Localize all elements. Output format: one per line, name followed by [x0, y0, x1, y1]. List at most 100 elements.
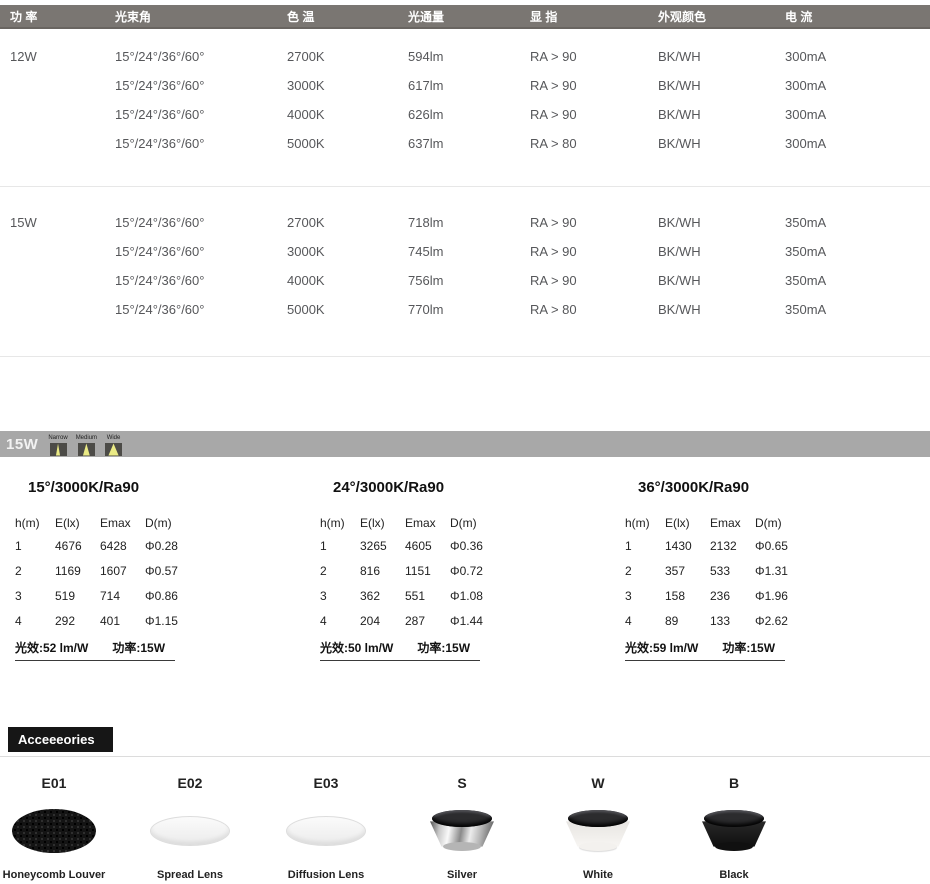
table-row: 15°/24°/36°/60° 5000K 637lm RA > 80 BK/W… [0, 129, 930, 158]
cell-current: 300mA [785, 136, 827, 151]
cell-cct: 4000K [287, 107, 325, 122]
column-header-cct: 色 温 [287, 9, 315, 24]
col-emax: Emax [405, 516, 436, 530]
efficacy-value: 光效:59 lm/W [625, 641, 699, 655]
power-value: 功率:15W [417, 641, 471, 655]
cell-flux: 770lm [408, 302, 444, 317]
photometric-table-title: 15°/3000K/Ra90 [28, 479, 140, 496]
black-reflector-image [701, 793, 767, 869]
efficacy-value: 光效:50 lm/W [320, 641, 394, 655]
accessory-item-s: S Silver [394, 763, 530, 881]
table-row: 15°/24°/36°/60° 3000K 617lm RA > 90 BK/W… [0, 71, 930, 100]
table-row: 15W 15°/24°/36°/60° 2700K 718lm RA > 90 … [0, 208, 930, 237]
table-row: 1 4676 6428 Φ0.28 [15, 538, 178, 553]
diffusion-lens-image [286, 793, 366, 869]
col-elx: E(lx) [55, 516, 80, 530]
cell-flux: 745lm [408, 244, 444, 259]
accessory-label: Black [719, 869, 749, 881]
photometric-table-24deg: 24°/3000K/Ra90 h(m) E(lx) Emax D(m) 1 32… [320, 471, 625, 661]
spec-group-12w: 12W 15°/24°/36°/60° 2700K 594lm RA > 90 … [0, 29, 930, 158]
cell-cct: 5000K [287, 136, 325, 151]
accessory-code: E02 [177, 775, 203, 791]
cell-flux: 637lm [408, 136, 444, 151]
cell-beam-angle: 15°/24°/36°/60° [115, 273, 205, 288]
col-elx: E(lx) [665, 516, 690, 530]
section-divider [0, 756, 930, 757]
beam-group-medium: Medium [76, 435, 97, 456]
accessory-code: S [457, 775, 467, 791]
beam-icons: Narrow Medium Wide [48, 434, 123, 456]
cell-finish: BK/WH [658, 273, 701, 288]
silver-reflector-image [429, 793, 495, 869]
honeycomb-louver-image [12, 793, 96, 869]
accessory-label: Diffusion Lens [287, 869, 365, 881]
accessory-item-e01: E01 Honeycomb Louver [0, 763, 122, 881]
column-header-power: 功 率 [10, 9, 38, 24]
col-h: h(m) [15, 516, 40, 530]
cell-cri: RA > 90 [530, 78, 577, 93]
white-reflector-image [565, 793, 631, 869]
column-header-finish: 外观颜色 [658, 9, 707, 24]
cell-finish: BK/WH [658, 107, 701, 122]
cell-cct: 2700K [287, 49, 325, 64]
cell-beam-angle: 15°/24°/36°/60° [115, 136, 205, 151]
accessory-label: White [583, 869, 613, 881]
power-value: 功率:15W [722, 641, 776, 655]
cell-cri: RA > 80 [530, 302, 577, 317]
cell-current: 350mA [785, 273, 827, 288]
cell-power: 15W [10, 215, 37, 230]
beam-label-medium: Medium [75, 434, 98, 441]
cell-cri: RA > 90 [530, 215, 577, 230]
table-row: 4 204 287 Φ1.44 [320, 613, 483, 628]
photometric-table-header: h(m) E(lx) Emax D(m) [625, 513, 930, 533]
col-d: D(m) [450, 516, 477, 530]
cell-beam-angle: 15°/24°/36°/60° [115, 244, 205, 259]
table-row: 3 519 714 Φ0.86 [15, 588, 178, 603]
medium-beam-icon [77, 442, 95, 456]
cell-flux: 756lm [408, 273, 444, 288]
cell-finish: BK/WH [658, 49, 701, 64]
table-row: 2 357 533 Φ1.31 [625, 563, 788, 578]
photometric-table-15deg: 15°/3000K/Ra90 h(m) E(lx) Emax D(m) 1 46… [15, 471, 320, 661]
beam-group-wide: Wide [105, 435, 123, 456]
table-row: 12W 15°/24°/36°/60° 2700K 594lm RA > 90 … [0, 42, 930, 71]
table-row: 15°/24°/36°/60° 3000K 745lm RA > 90 BK/W… [0, 237, 930, 266]
table-row: 15°/24°/36°/60° 4000K 756lm RA > 90 BK/W… [0, 266, 930, 295]
cell-cri: RA > 90 [530, 49, 577, 64]
cell-finish: BK/WH [658, 136, 701, 151]
col-d: D(m) [145, 516, 172, 530]
cell-cct: 2700K [287, 215, 325, 230]
cell-finish: BK/WH [658, 215, 701, 230]
cell-flux: 718lm [408, 215, 444, 230]
beam-group-narrow: Narrow [48, 434, 68, 456]
table-row: 15°/24°/36°/60° 5000K 770lm RA > 80 BK/W… [0, 295, 930, 324]
table-row: 2 1169 1607 Φ0.57 [15, 563, 178, 578]
accessory-code: E01 [41, 775, 67, 791]
table-row: 3 158 236 Φ1.96 [625, 588, 788, 603]
cell-current: 300mA [785, 78, 827, 93]
cell-beam-angle: 15°/24°/36°/60° [115, 107, 205, 122]
cell-flux: 617lm [408, 78, 444, 93]
col-d: D(m) [755, 516, 782, 530]
col-emax: Emax [100, 516, 131, 530]
table-row: 4 89 133 Φ2.62 [625, 613, 788, 628]
narrow-beam-icon [49, 442, 67, 456]
photometric-table-header: h(m) E(lx) Emax D(m) [320, 513, 625, 533]
cell-cri: RA > 90 [530, 244, 577, 259]
column-header-flux: 光通量 [408, 9, 445, 24]
table-row: 2 816 1151 Φ0.72 [320, 563, 483, 578]
section-divider [0, 356, 930, 357]
beam-label-narrow: Narrow [48, 434, 68, 441]
col-h: h(m) [320, 516, 345, 530]
col-emax: Emax [710, 516, 741, 530]
accessory-item-e03: E03 Diffusion Lens [258, 763, 394, 881]
cell-finish: BK/WH [658, 244, 701, 259]
cell-cct: 5000K [287, 302, 325, 317]
column-header-cri: 显 指 [530, 9, 558, 24]
photometric-tables: 15°/3000K/Ra90 h(m) E(lx) Emax D(m) 1 46… [0, 471, 930, 661]
cell-current: 350mA [785, 215, 827, 230]
accessories-section: Acceeeories E01 Honeycomb Louver E02 Spr… [0, 727, 930, 881]
accessories-grid: E01 Honeycomb Louver E02 Spread Lens E03… [0, 763, 930, 881]
cell-current: 350mA [785, 302, 827, 317]
column-header-beam-angle: 光束角 [115, 9, 152, 24]
